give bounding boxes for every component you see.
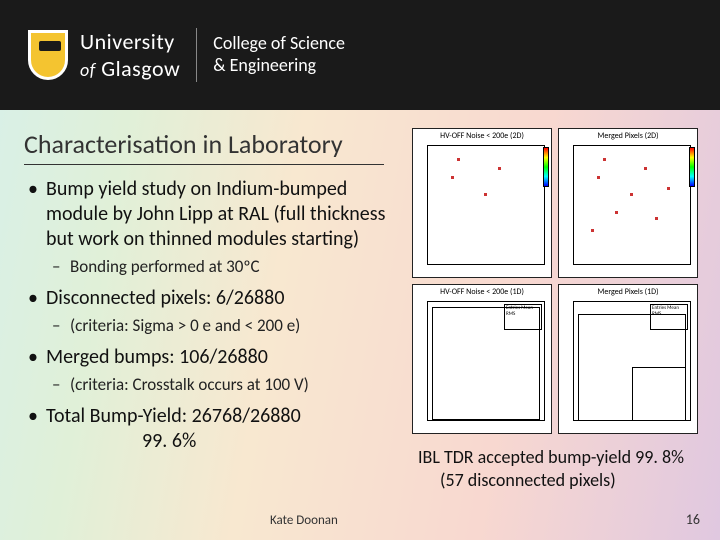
caption-line2: (57 disconnected pixels)	[418, 469, 696, 492]
colorbar-icon	[543, 147, 549, 187]
bullet-4-text: Total Bump-Yield: 26768/26880	[46, 404, 301, 428]
panel-noise-1d: HV-OFF Noise < 200e (1D) Entries Mean RM…	[412, 284, 552, 434]
panel-noise-2d-plot	[427, 145, 545, 265]
college-line2: & Engineering	[213, 55, 345, 77]
panel-noise-2d: HV-OFF Noise < 200e (2D)	[412, 128, 552, 278]
header-divider	[196, 28, 197, 82]
university-name: Glasgow	[101, 55, 180, 82]
right-column: HV-OFF Noise < 200e (2D) Merged Pixels (…	[402, 128, 696, 493]
slide: University of Glasgow College of Science…	[0, 0, 720, 540]
bullet-1-text: Bump yield study on Indium-bumped module…	[46, 177, 385, 251]
panel-noise-1d-title: HV-OFF Noise < 200e (1D)	[413, 287, 551, 297]
university-crest-icon	[28, 30, 68, 80]
page-number: 16	[686, 511, 700, 528]
panel-merged-2d-title: Merged Pixels (2D)	[559, 131, 697, 141]
bullet-4-pct: 99. 6%	[46, 429, 402, 454]
footer-author: Kate Doonan	[270, 513, 338, 528]
panel-noise-1d-plot: Entries Mean RMS	[427, 301, 545, 421]
panel-merged-1d: Merged Pixels (1D) Entries Mean RMS	[558, 284, 698, 434]
bullet-1: Bump yield study on Indium-bumped module…	[24, 177, 402, 278]
university-name-block: University of Glasgow	[80, 28, 180, 82]
panel-noise-2d-title: HV-OFF Noise < 200e (2D)	[413, 131, 551, 141]
college-name-block: College of Science & Engineering	[213, 33, 345, 76]
college-line1: College of Science	[213, 33, 345, 55]
figure-caption: IBL TDR accepted bump-yield 99. 8% (57 d…	[412, 446, 696, 493]
caption-line1: IBL TDR accepted bump-yield 99. 8%	[418, 446, 684, 468]
bullet-list: Bump yield study on Indium-bumped module…	[24, 177, 402, 454]
slide-body: Characterisation in Laboratory Bump yiel…	[0, 110, 720, 493]
bullet-4: Total Bump-Yield: 26768/26880 99. 6%	[24, 404, 402, 454]
section-title: Characterisation in Laboratory	[24, 128, 384, 165]
panel-merged-1d-title: Merged Pixels (1D)	[559, 287, 697, 297]
bullet-3: Merged bumps: 106/26880 (criteria: Cross…	[24, 345, 402, 396]
colorbar-icon	[689, 147, 695, 187]
bullet-3-sub: (criteria: Crosstalk occurs at 100 V)	[46, 374, 402, 396]
bullet-1-sub: Bonding performed at 30ºC	[46, 256, 402, 278]
panel-merged-2d: Merged Pixels (2D)	[558, 128, 698, 278]
left-column: Characterisation in Laboratory Bump yiel…	[24, 128, 402, 493]
header-bar: University of Glasgow College of Science…	[0, 0, 720, 110]
panel-merged-2d-plot	[573, 145, 691, 265]
bullet-2: Disconnected pixels: 6/26880 (criteria: …	[24, 286, 402, 337]
panel-merged-1d-plot: Entries Mean RMS	[573, 301, 691, 421]
university-of: of	[80, 59, 96, 81]
university-prefix: University	[80, 28, 175, 55]
bullet-2-text: Disconnected pixels: 6/26880	[46, 286, 284, 310]
chart-panels: HV-OFF Noise < 200e (2D) Merged Pixels (…	[412, 128, 696, 434]
bullet-3-text: Merged bumps: 106/26880	[46, 345, 268, 369]
bullet-2-sub: (criteria: Sigma > 0 e and < 200 e)	[46, 315, 402, 337]
